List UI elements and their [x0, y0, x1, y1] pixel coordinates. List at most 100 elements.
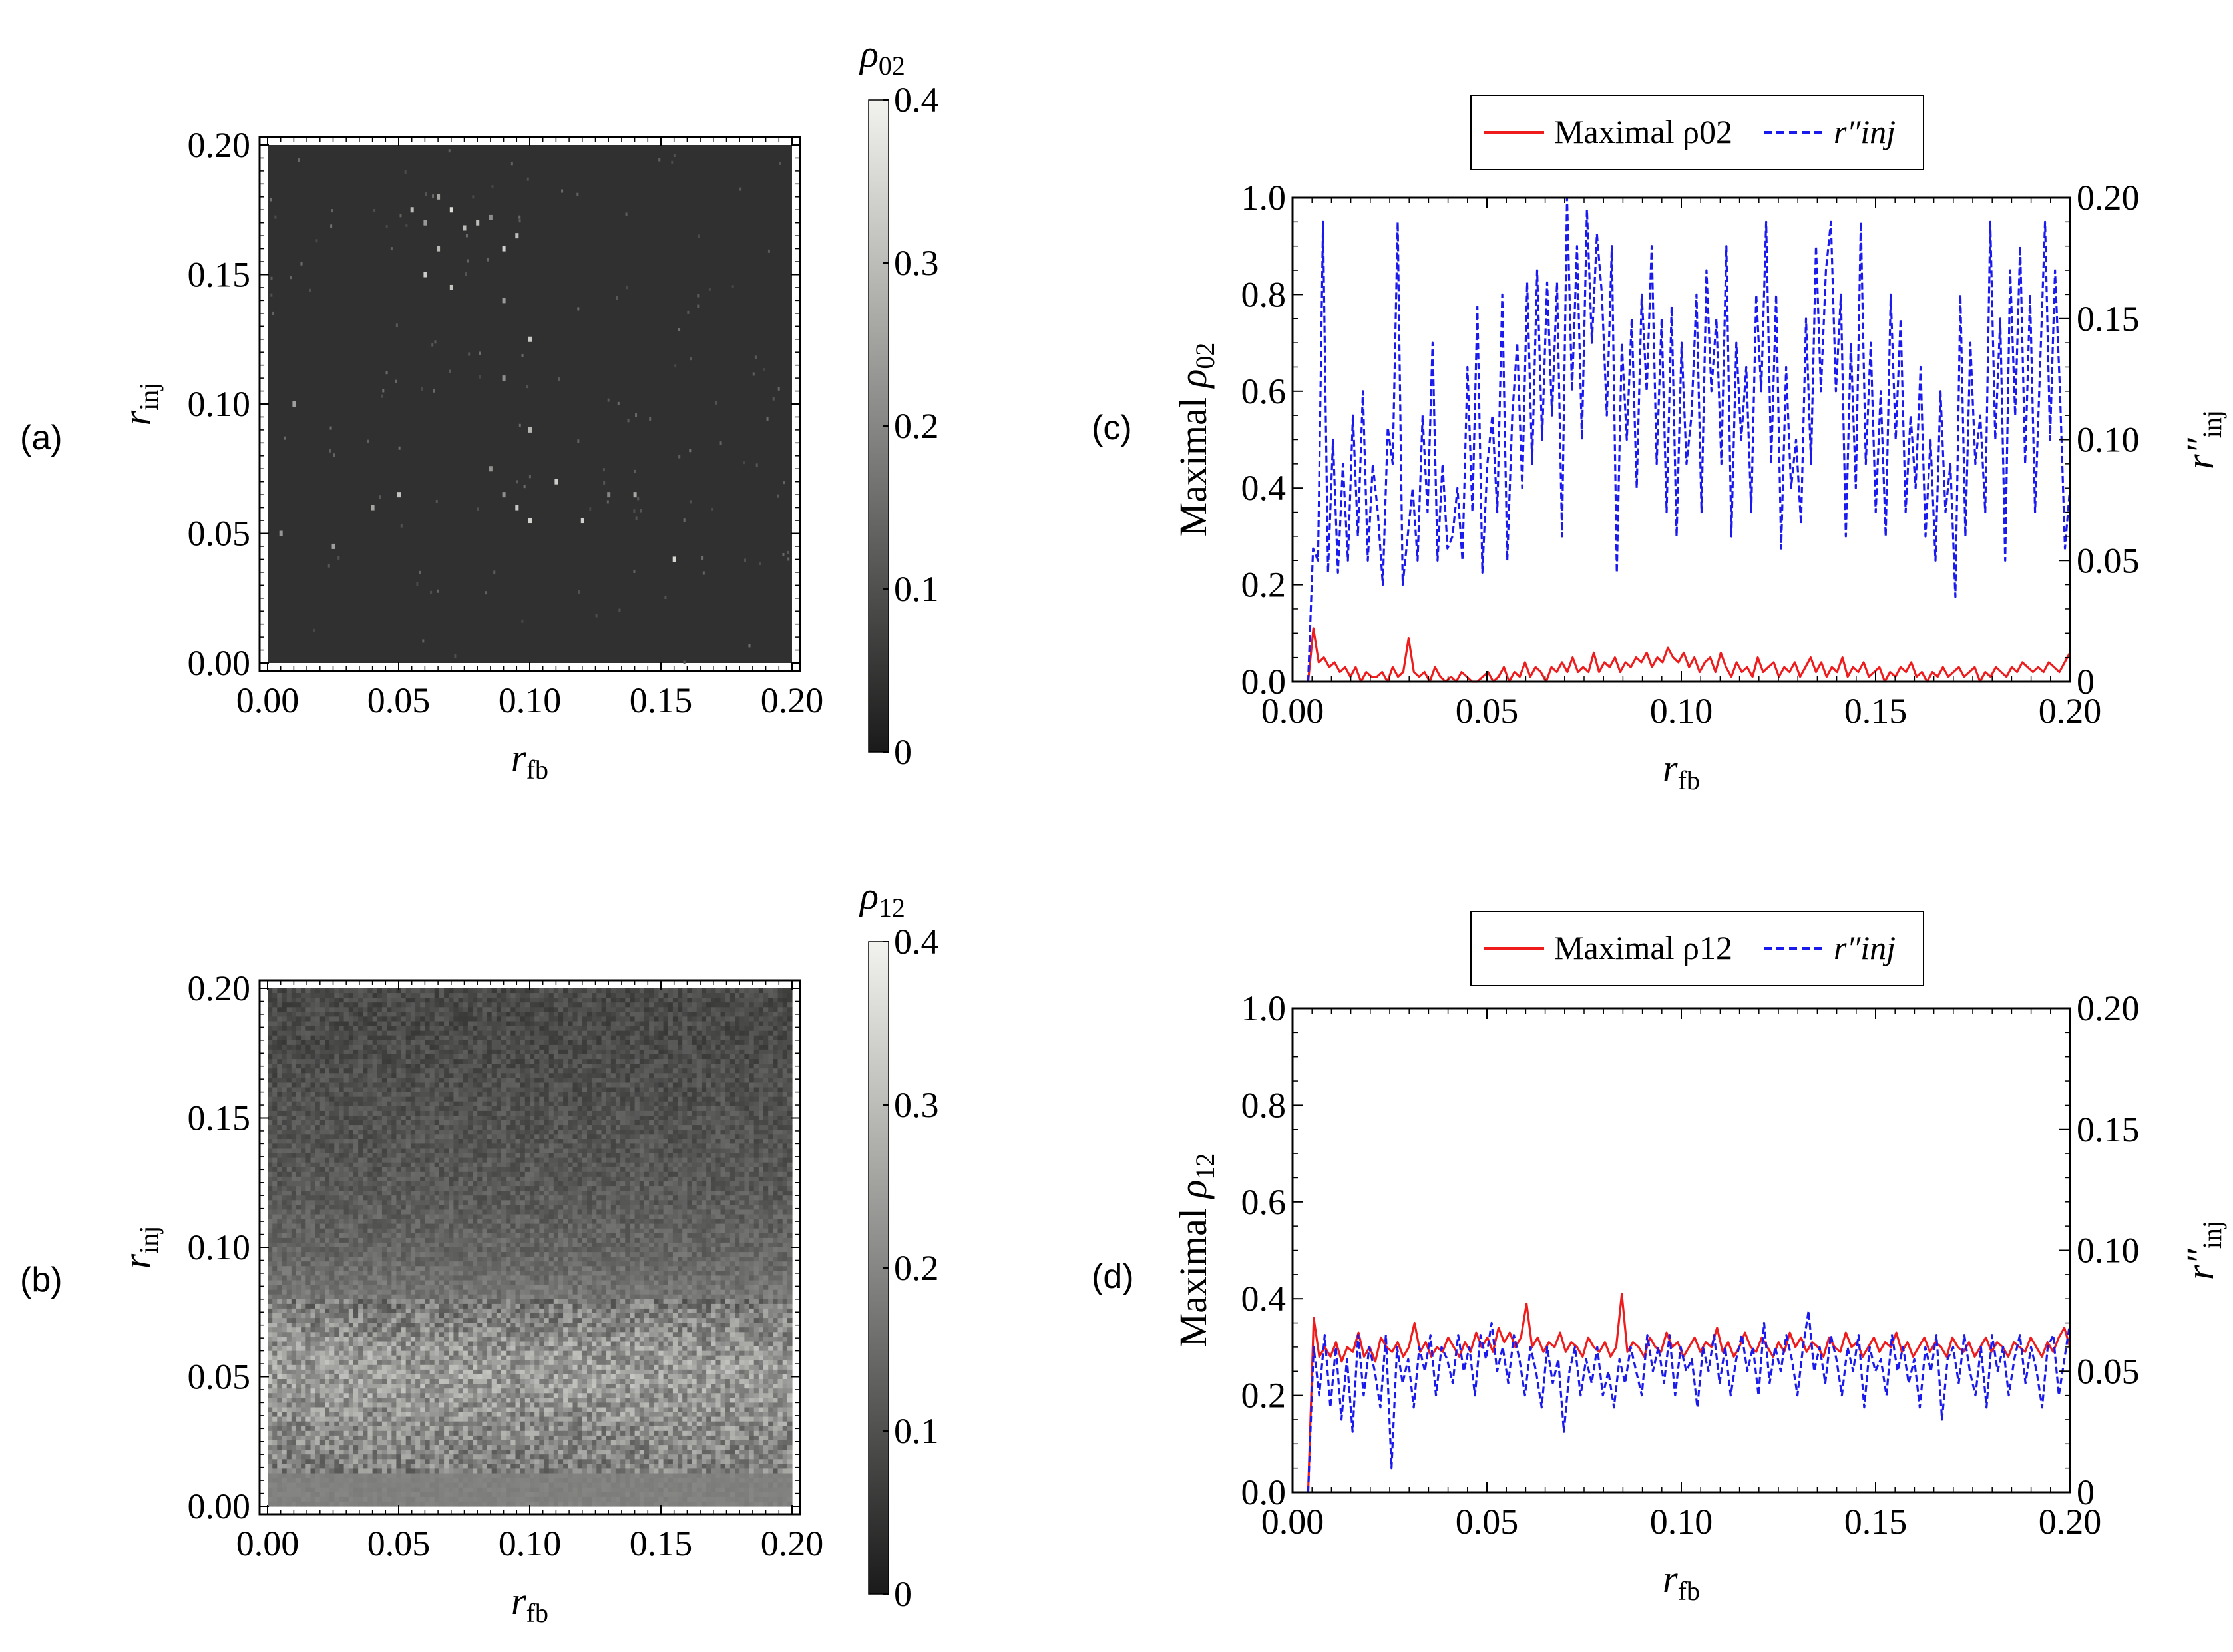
- heatmap-b-cell: [453, 1059, 459, 1064]
- heatmap-b-cell: [296, 1120, 302, 1126]
- heatmap-b-cell: [410, 1087, 416, 1093]
- heatmap-b-cell: [410, 1064, 416, 1069]
- heatmap-b-cell: [654, 1153, 660, 1159]
- heatmap-b-cell: [582, 1073, 588, 1078]
- heatmap-b-cell: [592, 1092, 597, 1098]
- heatmap-b-cell: [644, 1153, 650, 1159]
- heatmap-b-cell: [768, 1064, 773, 1069]
- heatmap-b-cell: [319, 1139, 325, 1144]
- heatmap-b-cell: [319, 1101, 325, 1107]
- heatmap-b-cell: [706, 1171, 711, 1177]
- heatmap-b-cell: [343, 993, 349, 998]
- heatmap-b-cell: [592, 1148, 597, 1154]
- heatmap-b-cell: [658, 1096, 664, 1102]
- heatmap-b-cell: [272, 1002, 278, 1008]
- heatmap-b-cell: [387, 1143, 392, 1149]
- heatmap-b-cell: [282, 1073, 288, 1078]
- heatmap-b-cell: [553, 1049, 559, 1055]
- heatmap-b-cell: [592, 1162, 597, 1168]
- heatmap-b-cell: [510, 1176, 516, 1182]
- heatmap-b-cell: [482, 1143, 488, 1149]
- heatmap-b-cell: [715, 1054, 721, 1060]
- heatmap-b-cell: [630, 1035, 636, 1041]
- heatmap-b-cell: [405, 1116, 411, 1121]
- heatmap-b-cell: [692, 1120, 698, 1126]
- heatmap-b-cell: [692, 1125, 698, 1130]
- heatmap-b-cell: [458, 1068, 464, 1074]
- heatmap-b-cell: [753, 1148, 759, 1154]
- heatmap-b-cell: [558, 1007, 564, 1012]
- heatmap-b-cell: [339, 1116, 345, 1121]
- heatmap-b-cell: [520, 1157, 526, 1163]
- heatmap-b-cell: [296, 1007, 302, 1012]
- heatmap-b-cell: [477, 1139, 483, 1144]
- heatmap-b-cell: [639, 998, 645, 1003]
- heatmap-b-cell: [787, 1064, 793, 1069]
- heatmap-a-dot: [674, 364, 677, 368]
- heatmap-b-cell: [381, 1148, 387, 1154]
- heatmap-b-cell: [282, 1068, 288, 1074]
- heatmap-b-cell: [735, 1148, 740, 1154]
- heatmap-b-cell: [410, 1120, 416, 1126]
- heatmap-b-cell: [725, 1059, 731, 1064]
- heatmap-b-cell: [524, 1157, 530, 1163]
- heatmap-b-cell: [372, 1143, 378, 1149]
- heatmap-b-cell: [348, 1064, 354, 1069]
- heatmap-b-cell: [678, 1078, 683, 1084]
- heatmap-b-cell: [782, 1064, 788, 1069]
- heatmap-a-dot: [739, 187, 742, 191]
- heatmap-b-cell: [325, 1064, 330, 1069]
- heatmap-b-cell: [763, 998, 769, 1003]
- heatmap-a-dot: [477, 507, 479, 511]
- heatmap-b-cell: [473, 1167, 478, 1173]
- heatmap-b-cell: [282, 1167, 288, 1173]
- heatmap-b-cell: [501, 1130, 507, 1135]
- heatmap-b-cell: [625, 1120, 631, 1126]
- heatmap-b-cell: [473, 1016, 478, 1022]
- heatmap-b-cell: [663, 993, 669, 998]
- heatmap-b-cell: [268, 1176, 273, 1182]
- heatmap-b-cell: [630, 1110, 636, 1116]
- heatmap-b-cell: [544, 1040, 550, 1046]
- heatmap-b-cell: [515, 1035, 521, 1041]
- heatmap-b-cell: [467, 1176, 473, 1182]
- heatmap-b-cell: [439, 1096, 445, 1102]
- heatmap-b-cell: [553, 1064, 559, 1069]
- heatmap-b-cell: [377, 1171, 383, 1177]
- heatmap-b-cell: [615, 1082, 621, 1088]
- heatmap-b-cell: [453, 1073, 459, 1078]
- heatmap-b-cell: [606, 1082, 612, 1088]
- heatmap-b-cell: [610, 1030, 616, 1036]
- heatmap-b-cell: [773, 1116, 779, 1121]
- heatmap-b-cell: [711, 988, 716, 994]
- heatmap-b-cell: [625, 1116, 631, 1121]
- heatmap-b-cell: [310, 1082, 316, 1088]
- heatmap-b-cell: [391, 1157, 397, 1163]
- x-tick-label: 0.00: [236, 680, 300, 720]
- heatmap-b-cell: [339, 1148, 345, 1154]
- heatmap-b-cell: [305, 1157, 311, 1163]
- heatmap-b-cell: [592, 1181, 597, 1187]
- heatmap-b-cell: [524, 1049, 530, 1055]
- heatmap-b-cell: [739, 1176, 745, 1182]
- heatmap-b-cell: [587, 1101, 592, 1107]
- heatmap-b-cell: [506, 1007, 511, 1012]
- heatmap-b-cell: [582, 1134, 588, 1139]
- heatmap-b-cell: [458, 1021, 464, 1027]
- heatmap-b-cell: [363, 988, 369, 994]
- heatmap-b-cell: [487, 988, 493, 994]
- heatmap-b-cell: [553, 1162, 559, 1168]
- heatmap-b-cell: [463, 1054, 469, 1060]
- heatmap-b-cell: [510, 1002, 516, 1008]
- heatmap-b-cell: [630, 1068, 636, 1074]
- heatmap-b-cell: [615, 1012, 621, 1018]
- heatmap-b-cell: [544, 1073, 550, 1078]
- heatmap-b-cell: [577, 1106, 583, 1112]
- heatmap-b-cell: [630, 1153, 636, 1159]
- heatmap-b-cell: [501, 1021, 507, 1027]
- heatmap-b-cell: [715, 1101, 721, 1107]
- heatmap-b-cell: [768, 1007, 773, 1012]
- heatmap-b-cell: [773, 1059, 779, 1064]
- heatmap-b-cell: [434, 1130, 440, 1135]
- heatmap-b-cell: [582, 1082, 588, 1088]
